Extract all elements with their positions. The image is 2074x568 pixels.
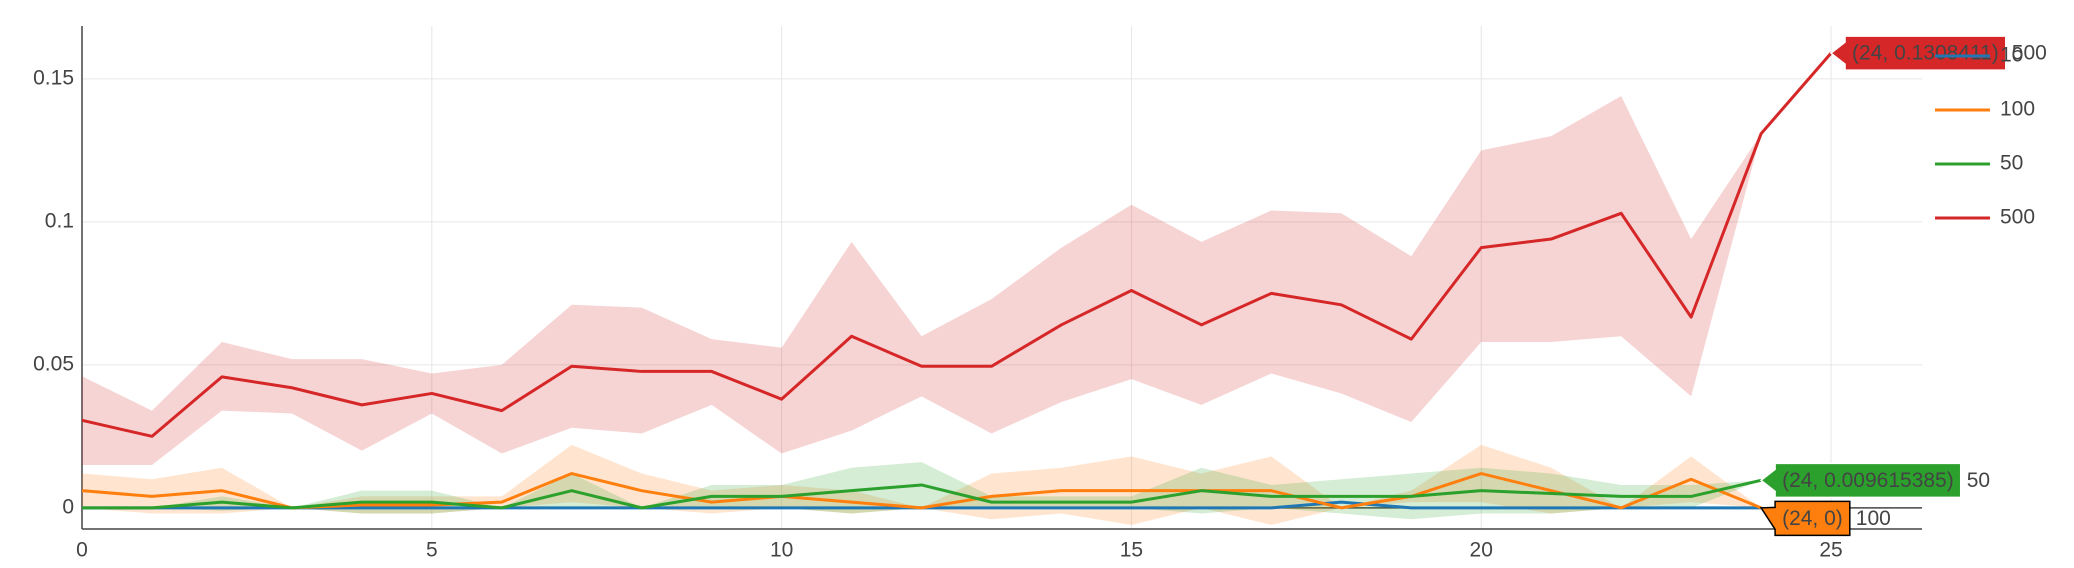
series-line bbox=[82, 478, 1762, 510]
legend-label: 500 bbox=[2000, 206, 2035, 229]
x-tick-label: 10 bbox=[770, 539, 793, 562]
x-tick-label: 0 bbox=[76, 539, 88, 562]
hover-label: (24, 0.1308411) 500 bbox=[1829, 35, 2047, 71]
hover-label: (24, 0) 100 bbox=[1759, 500, 1891, 537]
hover-text: (24, 0.009615385) bbox=[1782, 469, 1954, 492]
y-tick-label: 0.05 bbox=[33, 352, 74, 375]
error-band bbox=[82, 53, 1832, 465]
error-band bbox=[82, 462, 1762, 520]
hover-box bbox=[1759, 462, 1962, 499]
y-tick-label: 0.1 bbox=[45, 209, 74, 232]
error-band bbox=[82, 444, 1762, 525]
hover-text: (24, 0) bbox=[1782, 507, 1843, 530]
x-tick-label: 20 bbox=[1470, 539, 1493, 562]
x-tick-label: 25 bbox=[1819, 539, 1842, 562]
hover-name: 100 bbox=[1856, 507, 1891, 530]
legend-label: 100 bbox=[2000, 98, 2035, 121]
hover-name: 50 bbox=[1967, 469, 1990, 492]
hover-text: (24, 0.1308411) bbox=[1852, 42, 1999, 65]
hover-label: (24, 0.009615385) 50 bbox=[1759, 462, 1990, 499]
hover-name: 500 bbox=[2012, 42, 2047, 65]
series-line bbox=[81, 472, 1762, 510]
legend-label: 10 bbox=[2000, 44, 2023, 67]
x-tick-label: 5 bbox=[426, 539, 438, 562]
legend-label: 50 bbox=[2000, 152, 2023, 175]
hover-box bbox=[1759, 500, 1851, 537]
x-tick-label: 15 bbox=[1120, 539, 1143, 562]
y-tick-label: 0.15 bbox=[33, 66, 74, 89]
y-tick-label: 0 bbox=[62, 495, 74, 518]
series-line bbox=[81, 52, 1833, 438]
hover-box bbox=[1829, 35, 2007, 71]
